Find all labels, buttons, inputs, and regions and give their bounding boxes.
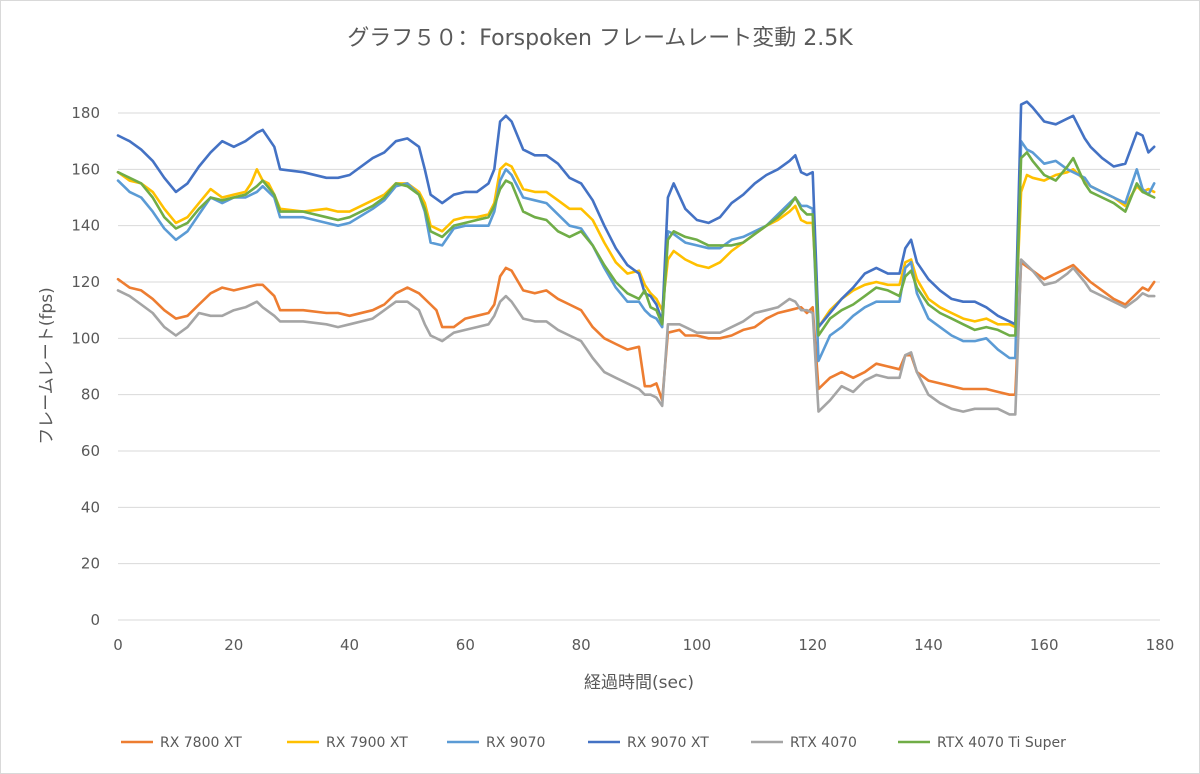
x-tick-label: 20 [224, 636, 243, 654]
legend-item-4: RX 9070 XT [588, 735, 709, 751]
legend-item-5: RTX 4070 [751, 735, 857, 751]
y-tick-label: 20 [81, 555, 100, 573]
series-line-3 [116, 139, 1156, 363]
legend: RX 7800 XT RX 7900 XT RX 9070 RX 9070 XT RTX… [121, 735, 1066, 751]
x-tick-label: 80 [572, 636, 591, 654]
x-tick-label: 140 [914, 636, 943, 654]
legend-item-2: RX 7900 XT [287, 735, 408, 751]
x-tick-label: 120 [798, 636, 827, 654]
y-tick-label: 40 [81, 498, 100, 516]
legend-label: RTX 4070 [790, 735, 857, 751]
y-tick-label: 140 [71, 217, 100, 235]
legend-label: RX 9070 [486, 735, 545, 751]
legend-item-1: RX 7800 XT [121, 735, 242, 751]
y-tick-label: 180 [71, 104, 100, 122]
chart-title: グラフ５０：Forspoken フレームレート変動 2.5K [347, 26, 853, 51]
x-tick-label: 160 [1030, 636, 1059, 654]
y-tick-label: 100 [71, 329, 100, 347]
series-lines [116, 100, 1156, 416]
legend-item-6: RTX 4070 Ti Super [898, 735, 1066, 751]
x-axis-label: 経過時間(sec) [584, 673, 694, 693]
x-tick-label: 40 [340, 636, 359, 654]
legend-item-3: RX 9070 [447, 735, 545, 751]
legend-label: RTX 4070 Ti Super [937, 735, 1066, 751]
legend-label: RX 7800 XT [160, 735, 242, 751]
x-tick-label: 0 [113, 636, 123, 654]
y-tick-labels: 0 20 40 60 80 100 120 140 160 180 [71, 104, 100, 629]
y-tick-label: 120 [71, 273, 100, 291]
x-tick-labels: 0 20 40 60 80 100 120 140 160 180 [113, 636, 1174, 654]
y-tick-label: 160 [71, 160, 100, 178]
legend-label: RX 9070 XT [627, 735, 709, 751]
series-line-5 [116, 258, 1156, 416]
legend-label: RX 7900 XT [326, 735, 408, 751]
y-tick-label: 0 [90, 611, 100, 629]
x-tick-label: 100 [683, 636, 712, 654]
series-line-4 [116, 100, 1156, 329]
series-line-6 [116, 151, 1156, 337]
y-tick-label: 80 [81, 386, 100, 404]
y-gridlines [118, 112, 1160, 621]
x-tick-label: 60 [456, 636, 475, 654]
x-tick-label: 180 [1146, 636, 1175, 654]
y-axis-label: フレームレート(fps) [37, 287, 57, 444]
y-tick-label: 60 [81, 442, 100, 460]
